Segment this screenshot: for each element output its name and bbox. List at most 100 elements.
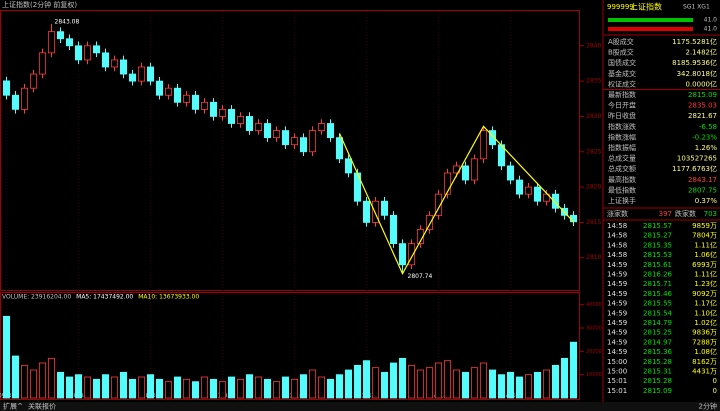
trade-volume: 4431万 bbox=[692, 368, 717, 376]
trade-volume: 1.10亿 bbox=[694, 308, 717, 317]
volume-bar bbox=[344, 369, 353, 399]
candle-body bbox=[470, 158, 479, 181]
breadth: 703 bbox=[704, 210, 717, 218]
trade-volume: 1.11亿 bbox=[694, 240, 717, 249]
y-tick-label: 2840 bbox=[586, 42, 601, 49]
volume-bar bbox=[182, 378, 191, 399]
candle-body bbox=[317, 123, 326, 131]
candle-body bbox=[434, 193, 443, 216]
candle-body bbox=[290, 137, 299, 146]
candle-body bbox=[218, 108, 227, 117]
stock-name: 上证指数 bbox=[630, 2, 662, 12]
status-item[interactable]: 关联报价 bbox=[28, 402, 56, 411]
candle-body bbox=[263, 123, 272, 139]
candle-body bbox=[515, 179, 524, 195]
candle-body bbox=[443, 172, 452, 195]
volume-bar bbox=[128, 378, 137, 399]
volume-bar bbox=[380, 371, 389, 399]
trade-time: 14:58 bbox=[607, 241, 627, 249]
volume-legend: MA5: 17437492.00 bbox=[76, 294, 133, 301]
y-tick-label: 2815 bbox=[586, 219, 601, 226]
volume-bar bbox=[335, 374, 344, 399]
volume-bar bbox=[506, 371, 515, 399]
trade-price: 2815.09 bbox=[643, 387, 672, 395]
volume-bar bbox=[218, 381, 227, 399]
volume-bar bbox=[479, 362, 488, 399]
y-tick-label: 2825 bbox=[586, 148, 601, 155]
stat-value: 342.8018亿 bbox=[677, 69, 717, 78]
stat-value: 2.1482亿 bbox=[686, 48, 718, 57]
candle-body bbox=[425, 214, 434, 230]
candle-body bbox=[173, 87, 182, 103]
stat-value: -6.58 bbox=[699, 123, 717, 131]
volume-bar bbox=[461, 371, 470, 399]
candle-body bbox=[542, 193, 551, 202]
trade-volume: 1.23亿 bbox=[694, 279, 717, 288]
trade-time: 14:59 bbox=[607, 280, 627, 288]
candle-body bbox=[416, 229, 425, 245]
stat-value: 1.26% bbox=[695, 144, 718, 152]
candle-body bbox=[461, 165, 470, 181]
candle-body bbox=[164, 87, 173, 96]
volume-bar bbox=[92, 378, 101, 399]
stat-label: 总成交额 bbox=[608, 164, 636, 173]
bar-red bbox=[608, 27, 693, 31]
y-tick-label: 2820 bbox=[586, 184, 601, 191]
candle-body bbox=[65, 38, 74, 47]
trade-price: 2815.28 bbox=[643, 377, 672, 385]
candle-body bbox=[56, 31, 65, 40]
volume-bar bbox=[452, 369, 461, 399]
stat-value: 1175.5281亿 bbox=[672, 37, 717, 46]
candle-body bbox=[128, 73, 137, 82]
trade-time: 14:59 bbox=[607, 329, 627, 337]
trade-price: 2815.61 bbox=[643, 261, 672, 269]
volume-bar bbox=[83, 376, 92, 399]
volume-legend: MA10: 13673933.00 bbox=[138, 294, 199, 301]
stat-value: 2815.09 bbox=[688, 91, 717, 99]
trade-time: 14:58 bbox=[607, 222, 627, 230]
volume-bar bbox=[281, 376, 290, 399]
trade-price: 2815.31 bbox=[643, 368, 672, 376]
candle-body bbox=[533, 186, 542, 202]
candle-body bbox=[38, 52, 47, 75]
y-tick-label: 10000 bbox=[586, 372, 602, 378]
breadth: 涨家数 bbox=[607, 209, 628, 218]
volume-panel bbox=[0, 292, 580, 400]
volume-bar bbox=[47, 357, 56, 399]
volume-bar bbox=[38, 362, 47, 399]
stat-label: 权证成交 bbox=[608, 79, 636, 88]
volume-bar bbox=[191, 381, 200, 399]
breadth: 397 bbox=[659, 210, 672, 218]
candle-body bbox=[227, 108, 236, 124]
volume-bar bbox=[29, 369, 38, 399]
volume-bar bbox=[326, 378, 335, 399]
volume-bar bbox=[317, 376, 326, 399]
status-item[interactable]: 扩展^ bbox=[3, 402, 23, 411]
volume-bar bbox=[551, 364, 560, 399]
trade-volume: 1.11亿 bbox=[694, 270, 717, 279]
volume-bar bbox=[173, 376, 182, 399]
volume-bar bbox=[398, 357, 407, 399]
volume-bar bbox=[443, 360, 452, 399]
candle-body bbox=[146, 66, 155, 82]
candle-body bbox=[281, 130, 290, 146]
trade-price: 2815.53 bbox=[643, 251, 672, 259]
trade-price: 2815.35 bbox=[643, 241, 672, 249]
trade-time: 14:59 bbox=[607, 261, 627, 269]
trade-volume: 1.02亿 bbox=[694, 318, 717, 327]
stat-value: 2807.75 bbox=[688, 186, 717, 194]
trade-volume: 1.06亿 bbox=[694, 250, 717, 259]
trade-price: 2815.54 bbox=[643, 309, 672, 317]
trade-volume: 7804万 bbox=[692, 232, 717, 240]
price-panel bbox=[0, 10, 580, 291]
volume-bar bbox=[416, 369, 425, 399]
trade-volume: 7288万 bbox=[692, 338, 717, 346]
trade-price: 2815.36 bbox=[643, 348, 672, 356]
candle-body bbox=[200, 101, 209, 110]
volume-bar bbox=[164, 381, 173, 399]
candle-body bbox=[524, 186, 533, 195]
stat-value: 2821.67 bbox=[688, 112, 717, 120]
bar-label: 41.0 bbox=[704, 17, 718, 24]
period-label[interactable]: 2分钟 bbox=[699, 402, 717, 411]
volume-bar bbox=[209, 378, 218, 399]
